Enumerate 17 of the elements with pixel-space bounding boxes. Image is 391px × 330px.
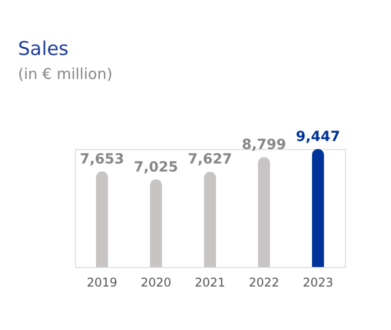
bar [204,172,216,267]
x-tick-label: 2021 [194,276,226,290]
data-label: 7,627 [188,152,232,168]
bar [258,157,270,267]
x-tick-label: 2023 [302,276,334,290]
data-label: 7,653 [80,151,124,168]
data-label: 9,447 [296,129,340,145]
data-label: 7,025 [134,159,178,176]
x-tick-label: 2020 [140,276,172,290]
x-tick-label: 2022 [248,276,280,290]
bar [96,171,108,267]
bar [150,179,162,267]
chart-title: Sales [18,38,69,60]
chart-subtitle: (in € million) [18,65,112,83]
bar [312,149,324,267]
x-tick-label: 2019 [86,276,118,290]
data-label: 8,799 [242,137,286,154]
